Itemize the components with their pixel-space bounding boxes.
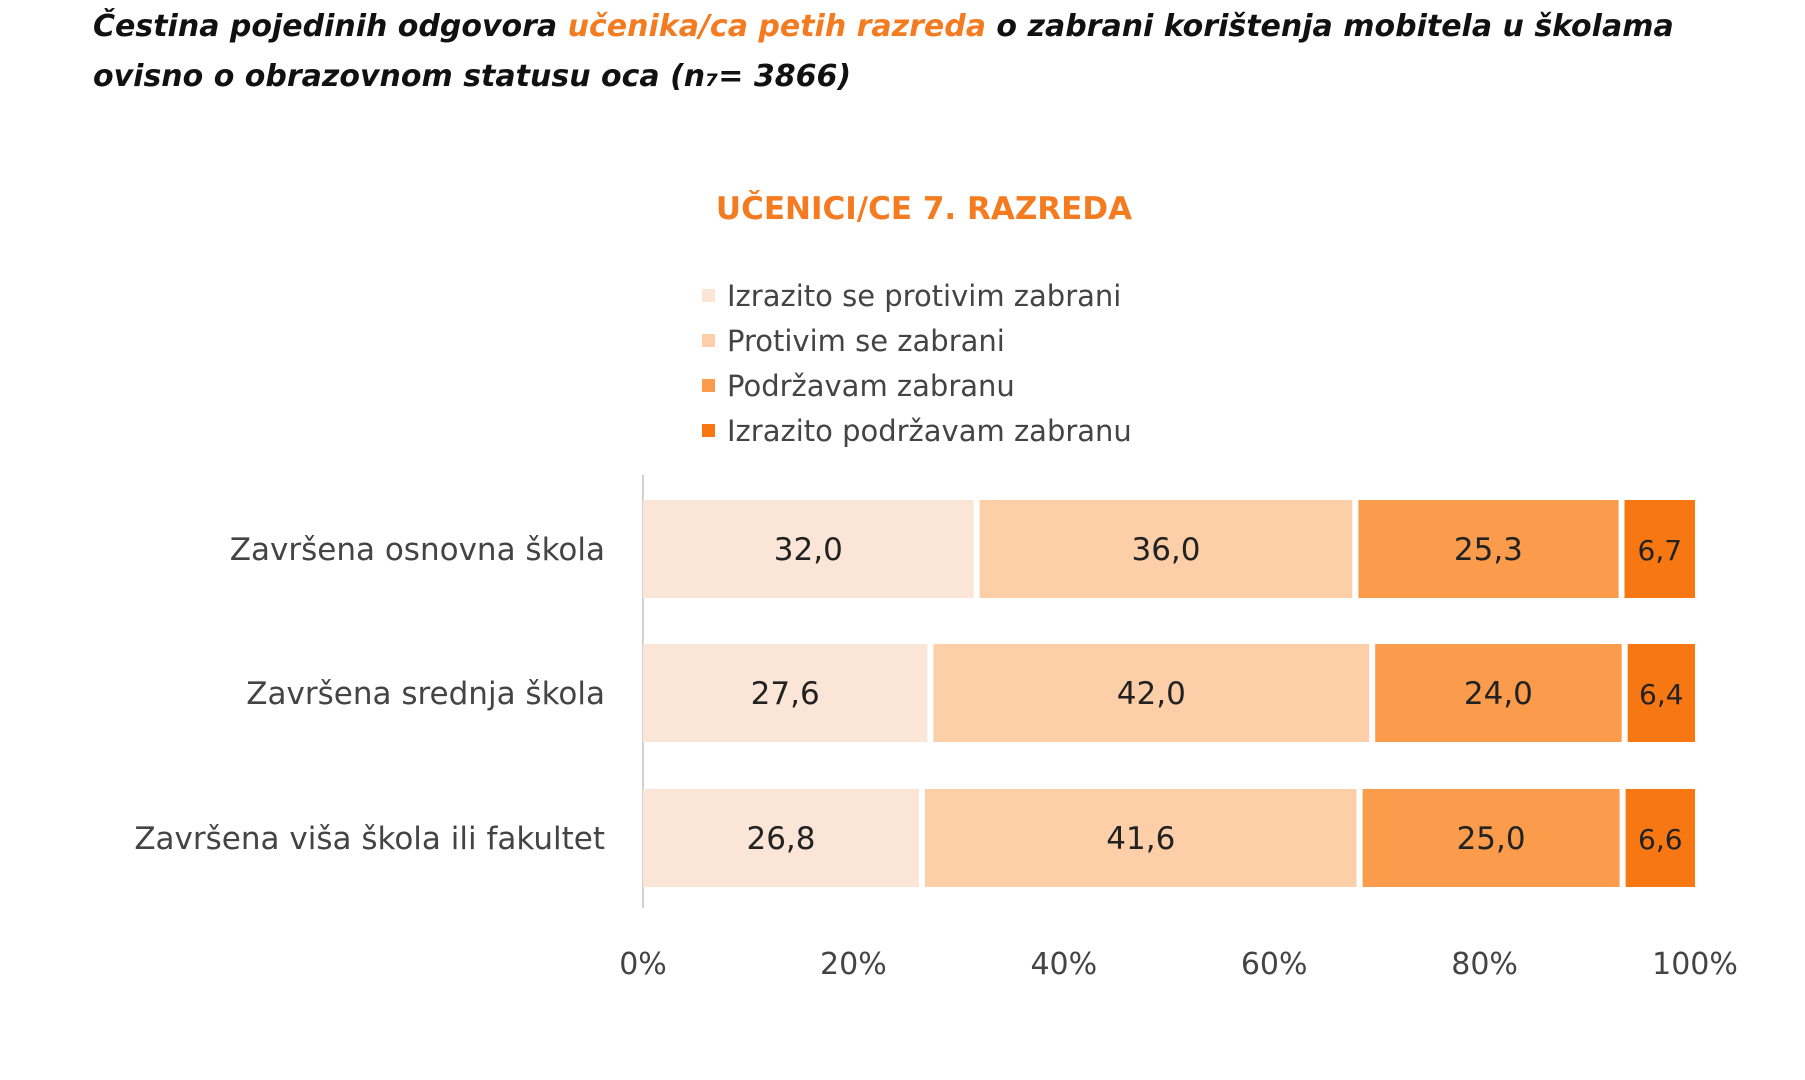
legend-label: Podržavam zabranu xyxy=(727,369,1015,403)
category-label: Završena srednja škola xyxy=(246,676,605,712)
bar-segment xyxy=(643,500,974,598)
heading-highlight: učenika/ca petih razreda xyxy=(567,9,986,44)
x-tick-label: 60% xyxy=(1241,947,1308,982)
legend-swatch xyxy=(702,379,715,392)
data-label: 42,0 xyxy=(1117,676,1186,712)
chart-title: UČENICI/CE 7. RAZREDA xyxy=(716,190,1132,227)
bar-segment xyxy=(1624,500,1695,598)
data-label: 36,0 xyxy=(1131,532,1200,568)
legend-swatch xyxy=(702,424,715,437)
heading-part1: Čestina pojedinih odgovora xyxy=(93,9,568,44)
bar-segment xyxy=(1627,644,1695,742)
data-label: 25,0 xyxy=(1457,821,1526,857)
chart-heading: Čestina pojedinih odgovora učenika/ca pe… xyxy=(93,2,1773,102)
x-axis-ticks: 0% 20% 40% 60% 80% 100% xyxy=(619,947,1738,982)
x-tick-label: 20% xyxy=(820,947,887,982)
legend-label: Protivim se zabrani xyxy=(727,324,1005,358)
x-tick-label: 100% xyxy=(1652,947,1738,982)
legend-label: Izrazito se protivim zabrani xyxy=(727,279,1121,313)
bar-segment xyxy=(933,644,1370,742)
bar-segment xyxy=(1625,789,1695,887)
x-tick-label: 0% xyxy=(619,947,667,982)
category-label: Završena viša škola ili fakultet xyxy=(134,821,605,857)
heading-part2: o zabrani korištenja mobitela u školama … xyxy=(93,9,1674,94)
data-label: 6,6 xyxy=(1638,823,1683,856)
data-label: 26,8 xyxy=(746,821,815,857)
bar-segment xyxy=(643,789,919,887)
category-labels: Završena osnovna škola Završena srednja š… xyxy=(134,532,605,857)
bar-segment xyxy=(1358,500,1619,598)
legend-swatch xyxy=(702,334,715,347)
legend: Izrazito se protivim zabrani Protivim se … xyxy=(702,279,1132,448)
data-label: 41,6 xyxy=(1106,821,1175,857)
data-label: 27,6 xyxy=(751,676,820,712)
data-label: 25,3 xyxy=(1454,532,1523,568)
bar-segment xyxy=(1362,789,1620,887)
bars-group: 32,0 36,0 25,3 6,7 27,6 42,0 24,0 6,4 26,8 41,6 25… xyxy=(643,500,1695,887)
data-label: 6,4 xyxy=(1639,678,1684,711)
bar-segment xyxy=(643,644,928,742)
bar-segment xyxy=(924,789,1357,887)
legend-label: Izrazito podržavam zabranu xyxy=(727,414,1132,448)
data-label: 32,0 xyxy=(774,532,843,568)
x-tick-label: 40% xyxy=(1030,947,1097,982)
legend-swatch xyxy=(702,289,715,302)
bar-segment xyxy=(1375,644,1622,742)
x-tick-label: 80% xyxy=(1451,947,1518,982)
bar-segment xyxy=(979,500,1353,598)
data-label: 24,0 xyxy=(1464,676,1533,712)
data-label: 6,7 xyxy=(1638,534,1683,567)
category-label: Završena osnovna škola xyxy=(230,532,605,568)
